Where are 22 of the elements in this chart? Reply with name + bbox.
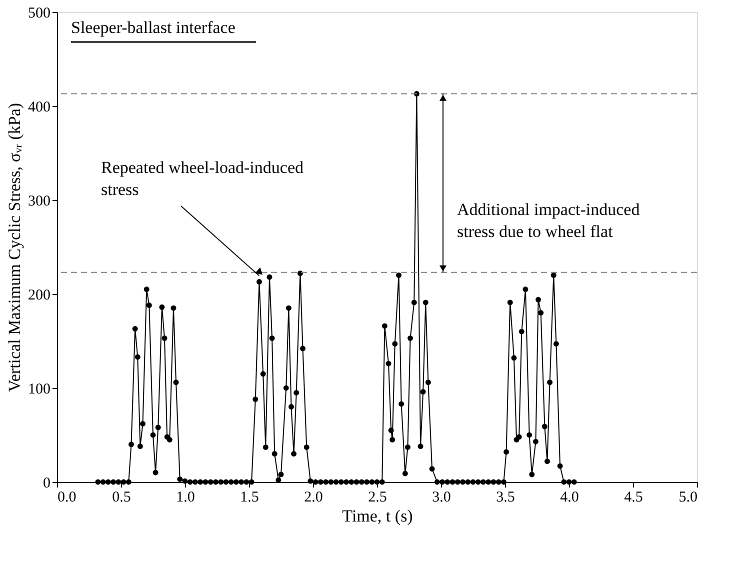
y-tick-label: 400 (28, 100, 50, 116)
x-axis-title: Time, t (s) (342, 506, 413, 526)
x-tick-label: 2.5 (368, 490, 387, 506)
y-tick-label: 100 (28, 382, 50, 398)
x-tick-label: 2.0 (304, 490, 323, 506)
x-tick-label: 4.5 (624, 490, 643, 506)
x-tick-label: 3.0 (432, 490, 451, 506)
x-tick-label: 1.5 (240, 490, 259, 506)
x-tick-label: 0.5 (112, 490, 131, 506)
x-tick-label: 4.0 (560, 490, 579, 506)
y-tick-label: 200 (28, 288, 50, 304)
x-tick-label: 1.0 (176, 490, 195, 506)
x-tick-label: 3.5 (496, 490, 515, 506)
x-tick-label: 0.0 (58, 490, 76, 506)
annotation: Sleeper-ballast interface (71, 18, 236, 37)
x-tick-label: 5.0 (678, 490, 698, 506)
y-tick-label: 0 (43, 476, 50, 492)
y-tick-label: 500 (28, 6, 50, 22)
annotation: Additional impact-induced stress due to wheel flat (457, 200, 640, 241)
y-axis-title: Vertical Maximum Cyclic Stress, σᵥᵣ (kPa) (5, 102, 24, 392)
y-tick-label: 300 (28, 194, 50, 210)
annotation: Repeated wheel-load-induced stress (101, 158, 304, 199)
